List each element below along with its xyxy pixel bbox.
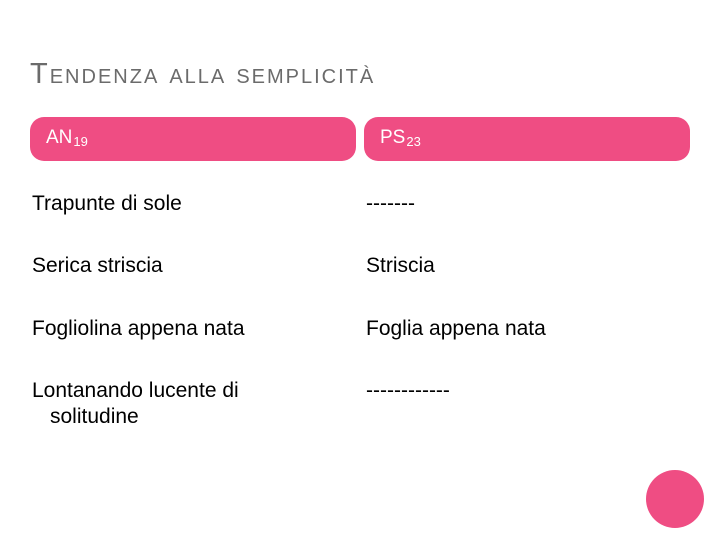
- table-header-cell-right: PS23: [364, 117, 690, 161]
- header-sub-right: 23: [406, 134, 420, 149]
- table-cell: ------------: [364, 376, 690, 433]
- cell-line2: solitudine: [32, 404, 354, 430]
- table-header-row: AN19 PS23: [30, 117, 690, 161]
- slide: Tendenza alla semplicità AN19 PS23 Trapu…: [0, 0, 720, 540]
- table-cell: Trapunte di sole: [30, 189, 356, 219]
- header-label-right: PS: [380, 127, 405, 149]
- table-row: Trapunte di sole -------: [30, 173, 690, 235]
- cell-line1: Lontanando lucente di: [32, 379, 239, 402]
- table-cell: Serica striscia: [30, 251, 356, 281]
- header-sub-left: 19: [73, 134, 87, 149]
- table-cell: -------: [364, 189, 690, 219]
- table-row: Lontanando lucente di solitudine -------…: [30, 360, 690, 449]
- table-cell: Lontanando lucente di solitudine: [30, 376, 356, 433]
- header-label-left: AN: [46, 127, 72, 149]
- table-header-cell-left: AN19: [30, 117, 356, 161]
- table-row: Serica striscia Striscia: [30, 235, 690, 297]
- title-text: Tendenza alla semplicità: [30, 58, 375, 90]
- table-cell: Foglia appena nata: [364, 314, 690, 344]
- table-row: Fogliolina appena nata Foglia appena nat…: [30, 298, 690, 360]
- table-cell: Striscia: [364, 251, 690, 281]
- accent-circle-icon: [646, 470, 704, 528]
- comparison-table: AN19 PS23 Trapunte di sole ------- Seric…: [30, 117, 690, 448]
- table-cell: Fogliolina appena nata: [30, 314, 356, 344]
- page-title: Tendenza alla semplicità: [30, 58, 690, 91]
